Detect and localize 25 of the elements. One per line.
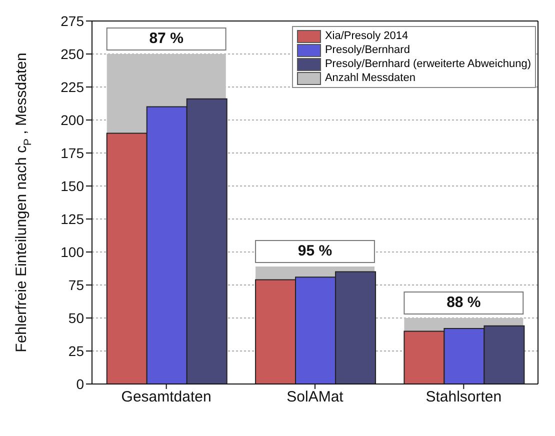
legend-label: Anzahl Messdaten — [324, 71, 416, 85]
x-tick-label: SolAMat — [286, 388, 344, 406]
y-tick-label: 25 — [68, 342, 84, 359]
y-tick-label: 75 — [68, 276, 84, 293]
legend-label: Presoly/Bernhard (erweiterte Abweichung) — [324, 57, 531, 71]
y-tick-label: 125 — [60, 210, 84, 227]
annotation: 87 % — [149, 30, 184, 47]
annotation: 88 % — [446, 294, 481, 311]
y-tick-label: 100 — [60, 244, 84, 260]
y-tick-label: 0 — [76, 376, 84, 392]
x-tick-label: Stahlsorten — [426, 388, 502, 406]
percent-label-box: 88 % — [404, 292, 524, 314]
y-tick-label: 175 — [60, 144, 84, 161]
y-tick-label: 50 — [68, 310, 84, 326]
y-tick-label: 225 — [60, 78, 84, 95]
legend-label: Presoly/Bernhard — [324, 43, 410, 57]
percent-label-box: 95 % — [255, 240, 375, 264]
y-tick-label: 200 — [60, 112, 84, 128]
percent-label-box: 87 % — [106, 28, 226, 50]
y-tick-label: 150 — [60, 178, 84, 194]
x-tick-label: Gesamtdaten — [121, 388, 212, 406]
y-tick-label: 250 — [60, 46, 84, 62]
legend-label: Xia/Presoly 2014 — [324, 29, 408, 43]
annotation: 95 % — [298, 242, 332, 260]
y-tick-label: 275 — [60, 12, 84, 29]
